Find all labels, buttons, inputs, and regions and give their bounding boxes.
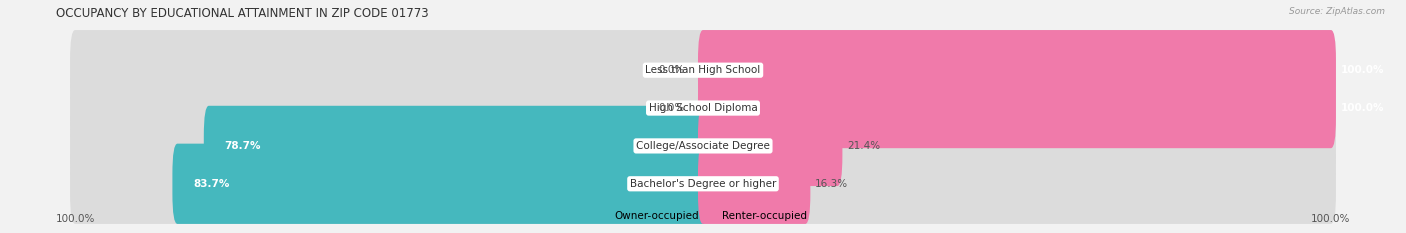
FancyBboxPatch shape [173, 144, 709, 224]
Text: Bachelor's Degree or higher: Bachelor's Degree or higher [630, 179, 776, 189]
Text: College/Associate Degree: College/Associate Degree [636, 141, 770, 151]
Legend: Owner-occupied, Renter-occupied: Owner-occupied, Renter-occupied [595, 207, 811, 226]
FancyBboxPatch shape [697, 144, 810, 224]
Text: 0.0%: 0.0% [658, 65, 685, 75]
FancyBboxPatch shape [697, 106, 842, 186]
FancyBboxPatch shape [70, 106, 1336, 186]
Text: 0.0%: 0.0% [658, 103, 685, 113]
FancyBboxPatch shape [204, 106, 709, 186]
Text: 100.0%: 100.0% [1340, 103, 1384, 113]
Text: 78.7%: 78.7% [225, 141, 262, 151]
Text: 16.3%: 16.3% [814, 179, 848, 189]
Text: Source: ZipAtlas.com: Source: ZipAtlas.com [1289, 7, 1385, 16]
FancyBboxPatch shape [70, 144, 1336, 224]
FancyBboxPatch shape [697, 68, 1336, 148]
Text: 21.4%: 21.4% [846, 141, 880, 151]
Text: High School Diploma: High School Diploma [648, 103, 758, 113]
FancyBboxPatch shape [697, 30, 1336, 110]
Text: 83.7%: 83.7% [193, 179, 229, 189]
Text: 100.0%: 100.0% [1310, 214, 1350, 224]
Text: 100.0%: 100.0% [1340, 65, 1384, 75]
FancyBboxPatch shape [70, 30, 1336, 110]
Text: 100.0%: 100.0% [56, 214, 96, 224]
Text: OCCUPANCY BY EDUCATIONAL ATTAINMENT IN ZIP CODE 01773: OCCUPANCY BY EDUCATIONAL ATTAINMENT IN Z… [56, 7, 429, 20]
Text: Less than High School: Less than High School [645, 65, 761, 75]
FancyBboxPatch shape [70, 68, 1336, 148]
